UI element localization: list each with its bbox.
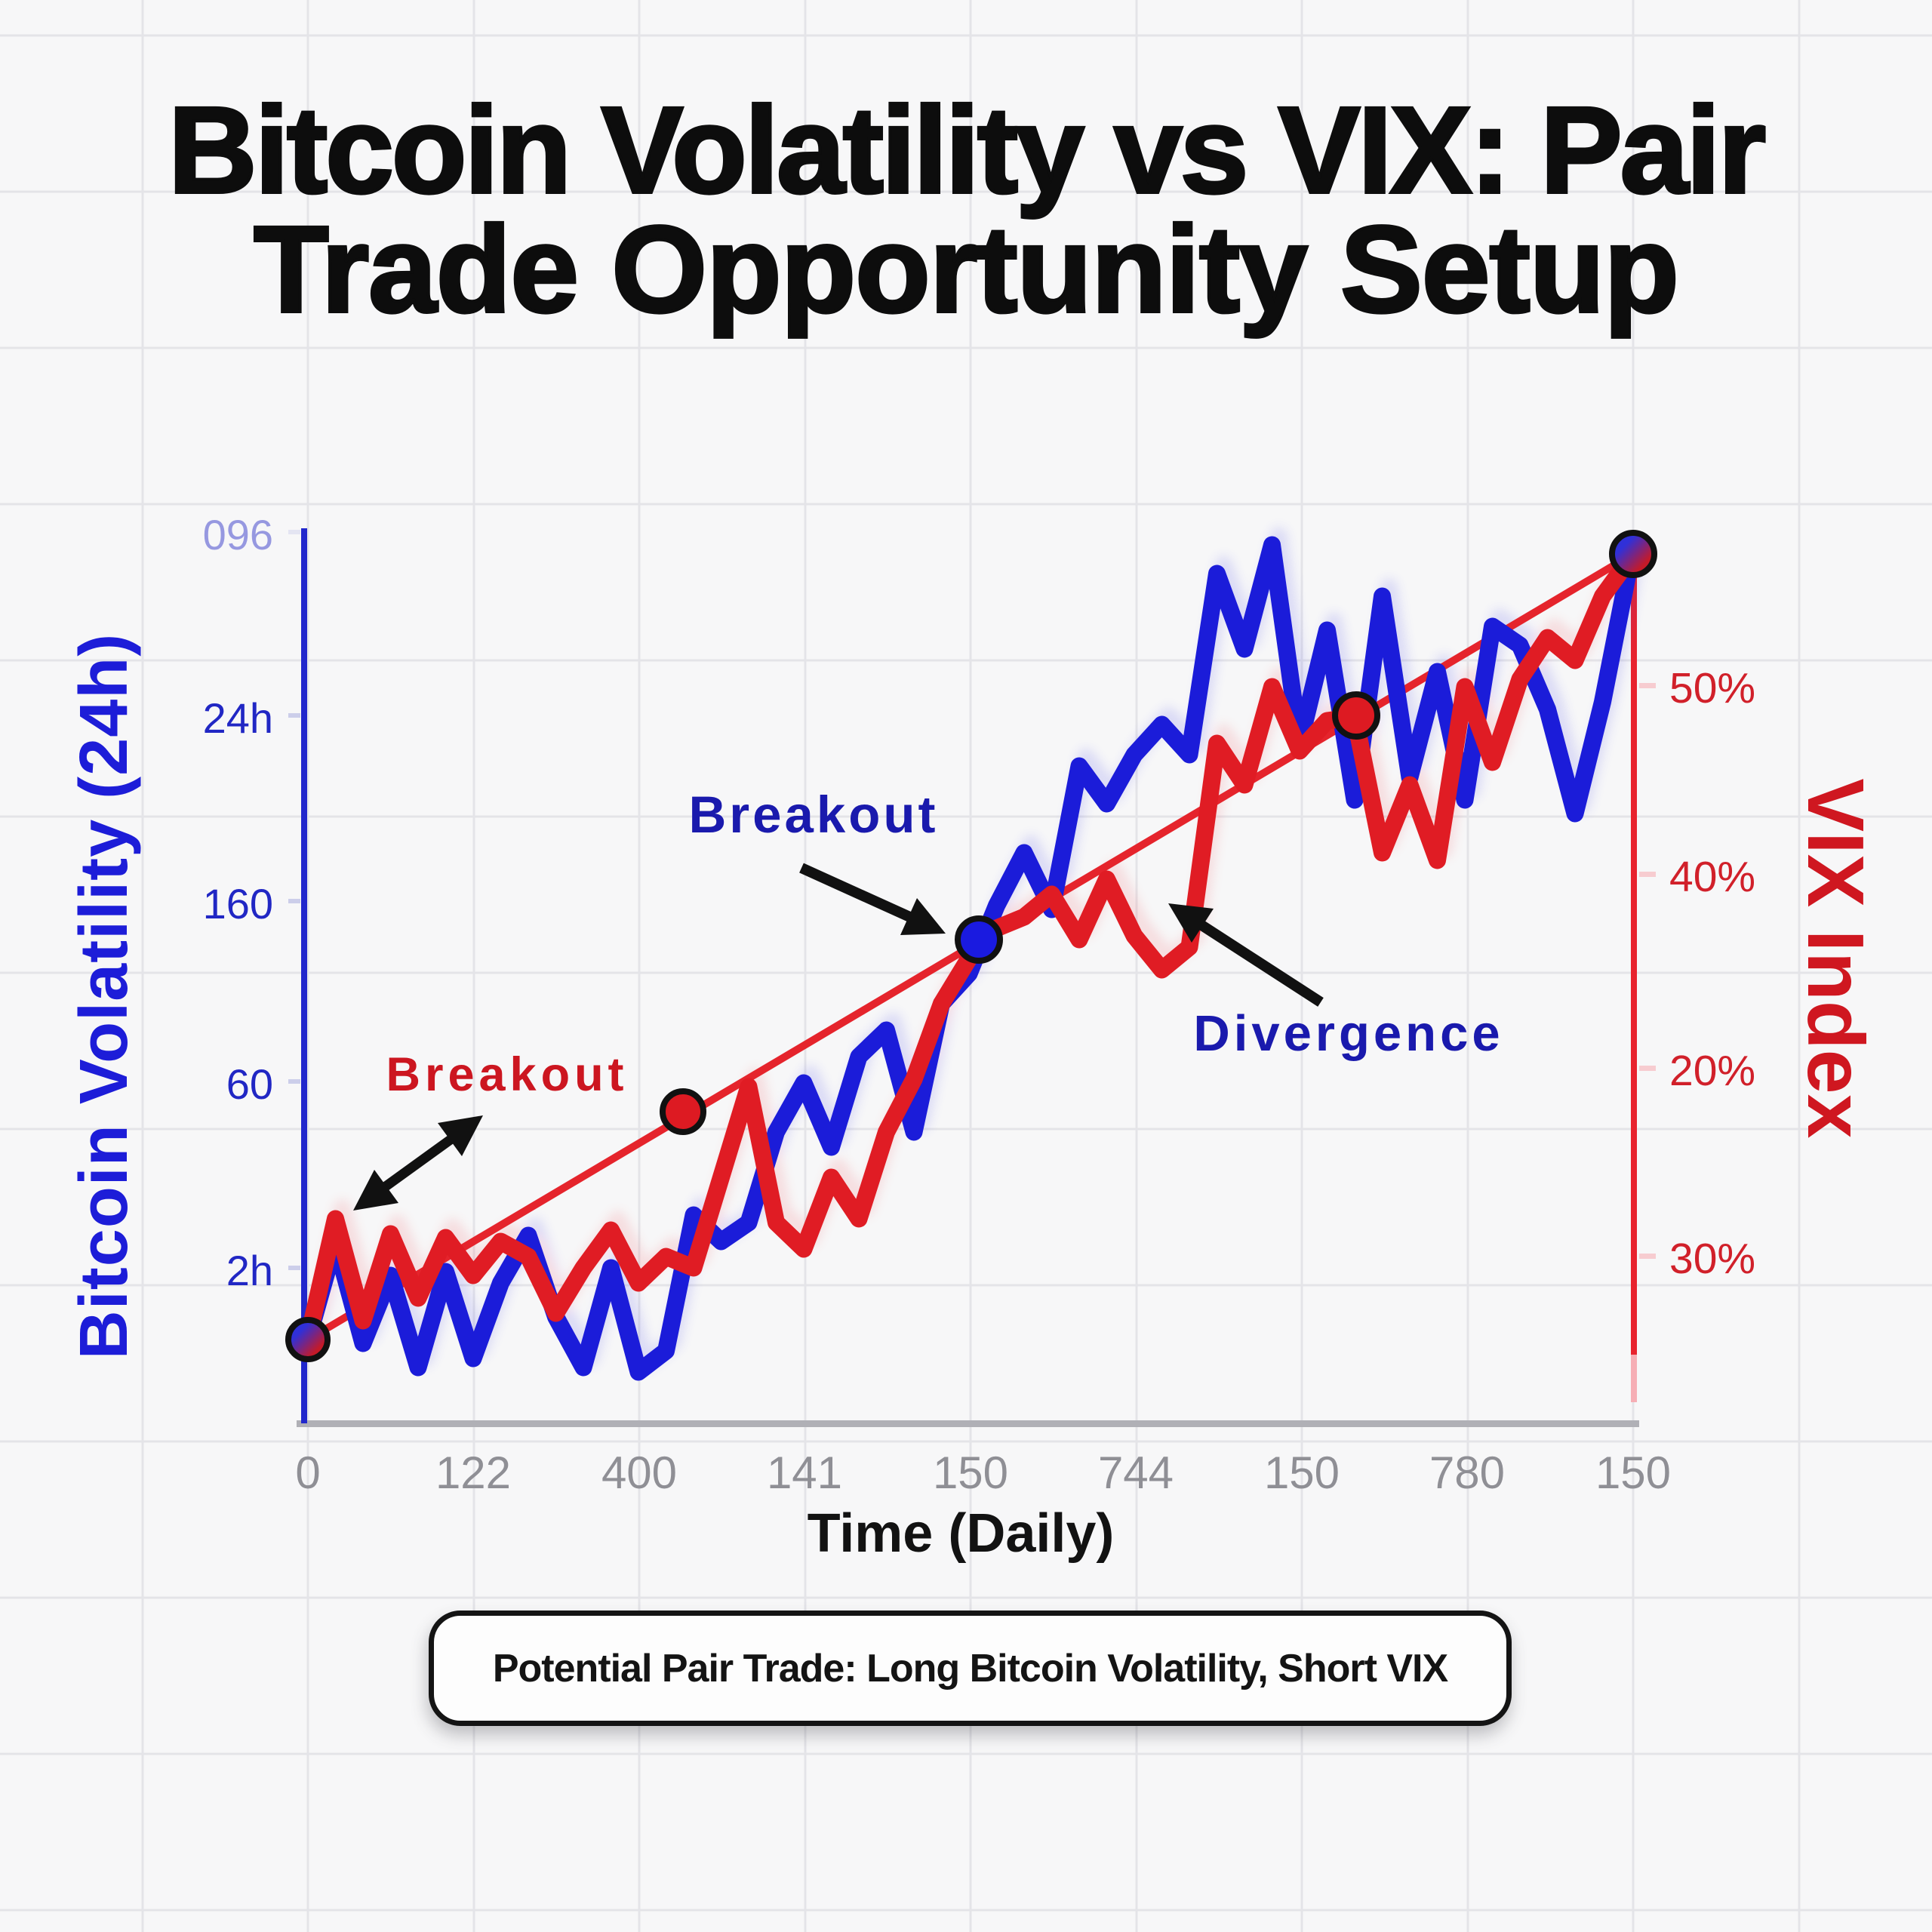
svg-text:150: 150 xyxy=(1595,1447,1671,1498)
svg-text:122: 122 xyxy=(435,1447,511,1498)
svg-text:141: 141 xyxy=(767,1447,842,1498)
svg-text:150: 150 xyxy=(1264,1447,1340,1498)
svg-text:2h: 2h xyxy=(226,1247,273,1294)
svg-text:Breakout: Breakout xyxy=(688,786,938,844)
svg-text:60: 60 xyxy=(226,1060,273,1108)
svg-text:0: 0 xyxy=(295,1447,320,1498)
svg-text:150: 150 xyxy=(933,1447,1008,1498)
svg-text:20%: 20% xyxy=(1669,1047,1755,1095)
svg-text:400: 400 xyxy=(601,1447,677,1498)
svg-text:40%: 40% xyxy=(1669,853,1755,901)
svg-text:30%: 30% xyxy=(1669,1235,1755,1283)
svg-text:780: 780 xyxy=(1429,1447,1505,1498)
svg-text:50%: 50% xyxy=(1669,664,1755,712)
svg-text:Breakout: Breakout xyxy=(386,1048,628,1101)
svg-text:24h: 24h xyxy=(203,694,273,742)
svg-text:Bitcoin Volatility (24h): Bitcoin Volatility (24h) xyxy=(66,633,142,1359)
svg-text:096: 096 xyxy=(203,511,273,558)
svg-text:Divergence: Divergence xyxy=(1193,1005,1503,1062)
svg-text:744: 744 xyxy=(1098,1447,1174,1498)
svg-text:VIX Index: VIX Index xyxy=(1791,778,1880,1138)
svg-text:160: 160 xyxy=(203,880,273,928)
svg-text:Time (Daily): Time (Daily) xyxy=(808,1503,1115,1564)
